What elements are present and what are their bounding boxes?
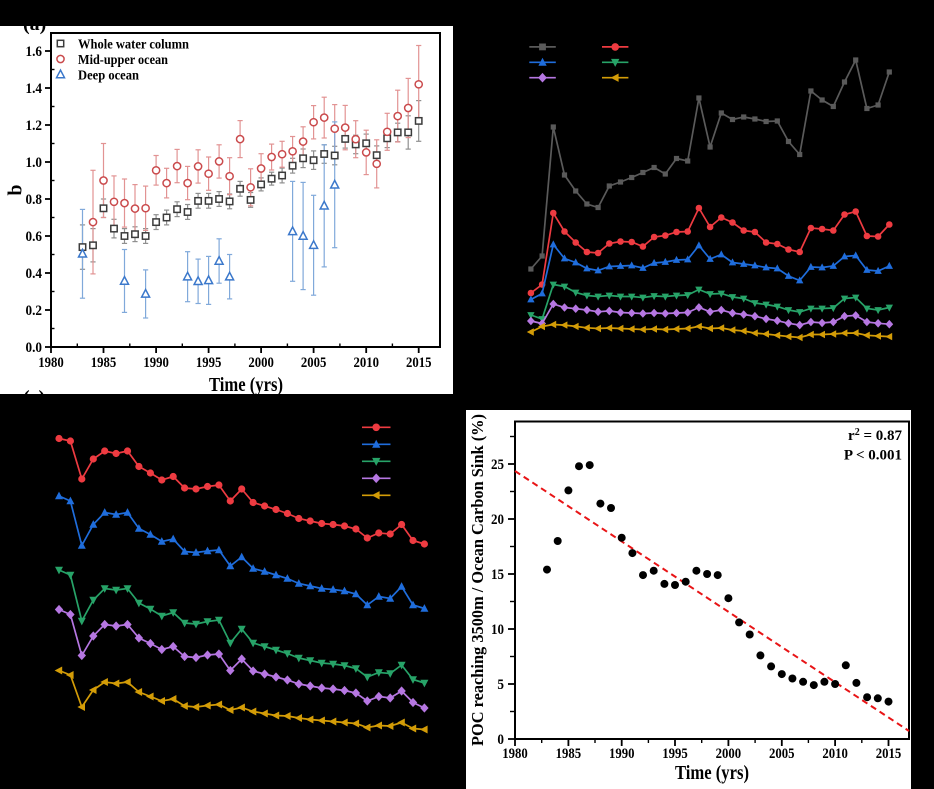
svg-text:Time (yrs): Time (yrs) xyxy=(675,762,749,784)
svg-text:2000: 2000 xyxy=(716,746,742,762)
svg-text:2015: 2015 xyxy=(876,746,902,762)
svg-text:0.0: 0.0 xyxy=(26,340,43,356)
svg-text:2010: 2010 xyxy=(353,355,379,371)
svg-text:2000: 2000 xyxy=(248,355,274,371)
svg-text:5: 5 xyxy=(497,677,504,693)
svg-text:0.4: 0.4 xyxy=(26,266,43,282)
svg-text:Whole water column: Whole water column xyxy=(78,38,189,53)
svg-text:b: b xyxy=(5,184,27,195)
svg-text:0: 0 xyxy=(497,732,504,748)
svg-text:1990: 1990 xyxy=(609,746,635,762)
svg-text:Time (yrs): Time (yrs) xyxy=(209,374,283,396)
svg-text:(a): (a) xyxy=(23,13,46,35)
svg-text:0.2: 0.2 xyxy=(26,303,43,319)
svg-text:25: 25 xyxy=(491,457,504,473)
svg-text:2005: 2005 xyxy=(769,746,795,762)
svg-text:Mid-upper ocean: Mid-upper ocean xyxy=(78,53,168,68)
svg-text:Deep ocean: Deep ocean xyxy=(78,69,139,84)
svg-text:1995: 1995 xyxy=(196,355,222,371)
svg-text:r2 = 0.87: r2 = 0.87 xyxy=(848,427,902,444)
svg-text:2015: 2015 xyxy=(406,355,432,371)
svg-text:10: 10 xyxy=(491,622,504,638)
svg-text:2010: 2010 xyxy=(822,746,848,762)
svg-text:1990: 1990 xyxy=(143,355,169,371)
svg-text:1985: 1985 xyxy=(91,355,117,371)
svg-text:1.2: 1.2 xyxy=(26,118,43,134)
svg-text:1.4: 1.4 xyxy=(26,81,43,97)
svg-text:1985: 1985 xyxy=(556,746,582,762)
svg-text:20: 20 xyxy=(491,512,504,528)
svg-text:1980: 1980 xyxy=(38,355,64,371)
svg-text:1.0: 1.0 xyxy=(26,155,43,171)
svg-text:(c): (c) xyxy=(23,387,45,409)
svg-text:0.6: 0.6 xyxy=(26,229,43,245)
svg-text:15: 15 xyxy=(491,567,504,583)
svg-text:P < 0.001: P < 0.001 xyxy=(844,448,902,464)
svg-text:2005: 2005 xyxy=(301,355,327,371)
svg-text:1.6: 1.6 xyxy=(26,44,43,60)
svg-text:1980: 1980 xyxy=(502,746,528,762)
svg-text:1995: 1995 xyxy=(662,746,688,762)
svg-text:POC reaching 3500m / Ocean Car: POC reaching 3500m / Ocean Carbon Sink (… xyxy=(468,414,487,746)
svg-text:0.8: 0.8 xyxy=(26,192,43,208)
